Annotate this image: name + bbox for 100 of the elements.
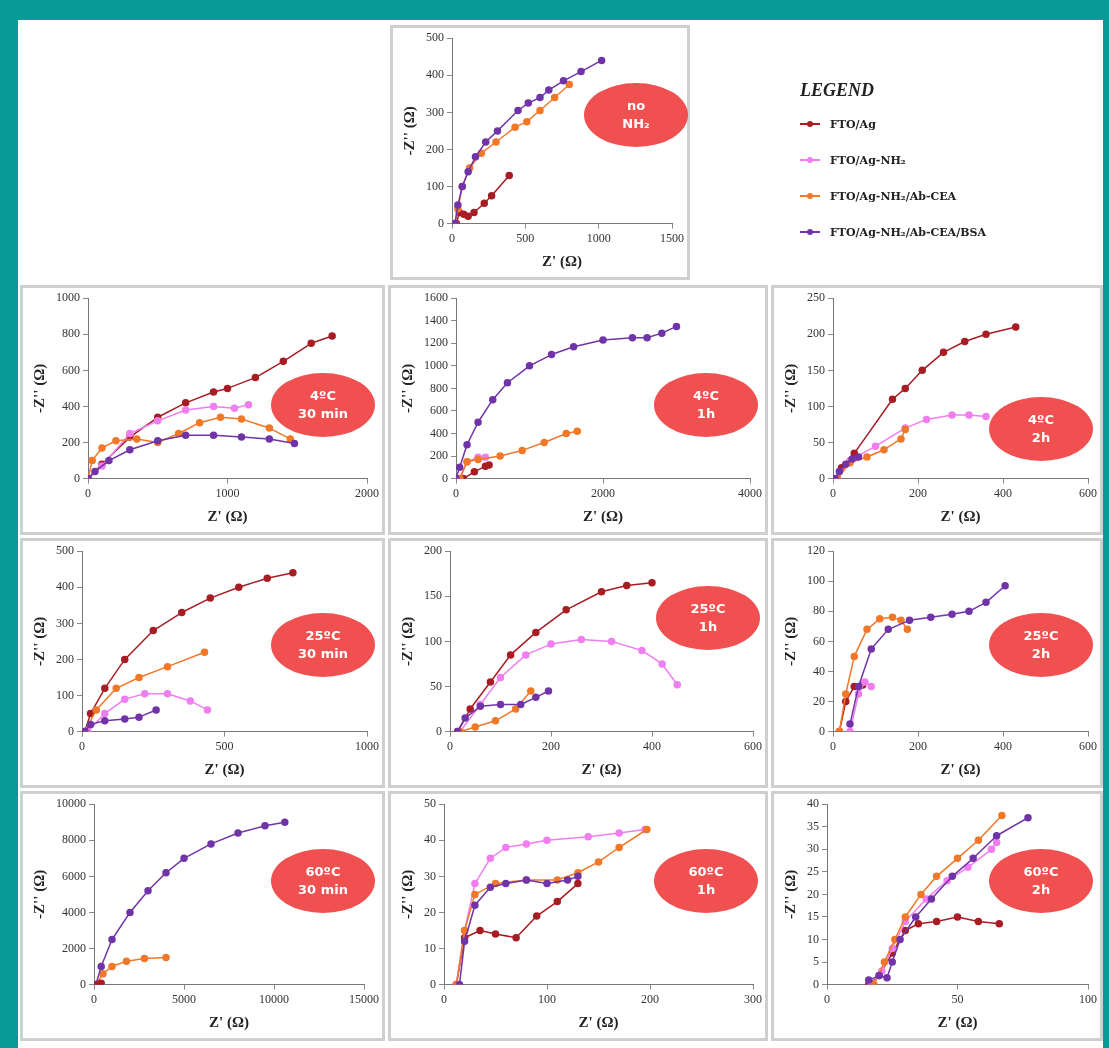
y-tick-label: 30 xyxy=(807,841,819,856)
x-tick-label: 2000 xyxy=(591,485,615,500)
x-tick-label: 100 xyxy=(1079,991,1097,1006)
y-axis-title: -Z'' (Ω) xyxy=(398,363,416,413)
legend-label: FTO/Ag-NH₂/Ab-CEA/BSA xyxy=(830,225,986,239)
y-tick-label: 200 xyxy=(56,651,74,666)
x-tick-label: 2000 xyxy=(355,485,379,500)
y-tick-label: 1000 xyxy=(56,290,80,305)
annotation: 25ºC xyxy=(305,627,341,645)
y-tick-label: 0 xyxy=(819,723,825,738)
x-tick-label: 400 xyxy=(994,738,1012,753)
y-tick-label: 2000 xyxy=(62,940,86,955)
annotation: 30 min xyxy=(298,645,348,663)
x-axis-title: Z' (Ω) xyxy=(937,1013,978,1031)
y-tick-label: 1600 xyxy=(424,290,448,305)
x-tick-label: 600 xyxy=(744,738,762,753)
x-axis-title: Z' (Ω) xyxy=(204,760,245,778)
y-tick-label: 15 xyxy=(807,909,819,924)
legend-label: FTO/Ag-NH₂ xyxy=(830,153,906,167)
x-tick-label: 400 xyxy=(994,485,1012,500)
y-tick-label: 0 xyxy=(80,976,86,991)
x-tick-label: 500 xyxy=(516,230,535,245)
y-axis-title: -Z'' (Ω) xyxy=(30,616,48,666)
x-tick-label: 15000 xyxy=(349,991,379,1006)
annotation: 25ºC xyxy=(1023,627,1059,645)
y-tick-label: 100 xyxy=(426,178,444,193)
y-axis-title: -Z'' (Ω) xyxy=(400,106,418,156)
x-tick-label: 200 xyxy=(542,738,560,753)
annotation: 2h xyxy=(1031,429,1051,447)
y-tick-label: 200 xyxy=(430,448,448,463)
annotation: 2h xyxy=(1031,645,1051,663)
x-axis-title: Z' (Ω) xyxy=(209,1013,249,1031)
annotation: 60ºC xyxy=(688,863,724,881)
x-axis-title: Z' (Ω) xyxy=(207,507,248,525)
y-tick-label: 40 xyxy=(813,663,825,678)
x-tick-label: 300 xyxy=(744,991,762,1006)
x-tick-label: 0 xyxy=(830,738,836,753)
annotation: 2h xyxy=(1031,881,1051,899)
y-tick-label: 20 xyxy=(424,904,436,919)
y-tick-label: 400 xyxy=(56,579,74,594)
y-axis-title: -Z'' (Ω) xyxy=(398,869,416,919)
y-tick-label: 35 xyxy=(807,818,819,833)
y-tick-label: 200 xyxy=(426,141,444,156)
y-tick-label: 120 xyxy=(807,543,825,558)
y-tick-label: 10 xyxy=(424,940,436,955)
annotation: 1h xyxy=(696,881,716,899)
y-tick-label: 100 xyxy=(807,398,825,413)
legend-title: LEGEND xyxy=(800,80,875,101)
y-tick-label: 0 xyxy=(442,470,448,485)
annotation: 25ºC xyxy=(690,600,726,618)
y-tick-label: 6000 xyxy=(62,868,86,883)
y-tick-label: 0 xyxy=(430,976,436,991)
y-tick-label: 600 xyxy=(430,403,448,418)
y-tick-label: 50 xyxy=(430,678,442,693)
legend-label: FTO/Ag xyxy=(830,117,876,131)
y-axis-title: -Z'' (Ω) xyxy=(781,616,799,666)
y-tick-label: 400 xyxy=(426,67,444,82)
x-tick-label: 600 xyxy=(1079,738,1097,753)
x-tick-label: 600 xyxy=(1079,485,1097,500)
x-tick-label: 1000 xyxy=(215,485,240,500)
annotation: 60ºC xyxy=(305,863,341,881)
y-tick-label: 150 xyxy=(424,588,442,603)
x-axis-title: Z' (Ω) xyxy=(542,252,582,270)
y-tick-label: 200 xyxy=(424,543,442,558)
y-tick-label: 10 xyxy=(807,931,819,946)
annotation: 4ºC xyxy=(693,387,719,405)
y-tick-label: 30 xyxy=(424,868,436,883)
y-tick-label: 100 xyxy=(424,633,442,648)
y-axis-title: -Z'' (Ω) xyxy=(398,616,416,666)
y-tick-label: 4000 xyxy=(62,904,86,919)
y-tick-label: 0 xyxy=(813,976,819,991)
annotation: 1h xyxy=(698,618,718,636)
x-tick-label: 5000 xyxy=(172,991,196,1006)
annotation: 60ºC xyxy=(1023,863,1059,881)
y-tick-label: 25 xyxy=(807,864,819,879)
y-tick-label: 0 xyxy=(438,215,444,230)
y-axis-title: -Z'' (Ω) xyxy=(781,363,799,413)
y-tick-label: 400 xyxy=(430,425,448,440)
x-tick-label: 200 xyxy=(909,738,927,753)
y-tick-label: 1400 xyxy=(424,312,448,327)
y-tick-label: 100 xyxy=(56,687,74,702)
x-tick-label: 4000 xyxy=(738,485,762,500)
y-tick-label: 300 xyxy=(56,615,74,630)
y-tick-label: 200 xyxy=(807,326,825,341)
annotation: 4ºC xyxy=(310,387,336,405)
y-axis-title: -Z'' (Ω) xyxy=(30,869,48,919)
x-tick-label: 100 xyxy=(538,991,556,1006)
y-tick-label: 20 xyxy=(813,693,825,708)
y-tick-label: 800 xyxy=(62,326,80,341)
x-axis-title: Z' (Ω) xyxy=(583,507,623,525)
x-tick-label: 200 xyxy=(641,991,659,1006)
x-axis-title: Z' (Ω) xyxy=(940,760,981,778)
y-tick-label: 20 xyxy=(807,886,819,901)
y-tick-label: 0 xyxy=(68,723,74,738)
x-tick-label: 200 xyxy=(909,485,927,500)
y-tick-label: 300 xyxy=(426,104,444,119)
y-tick-label: 400 xyxy=(62,398,80,413)
x-tick-label: 1000 xyxy=(586,230,611,245)
x-axis-title: Z' (Ω) xyxy=(581,760,622,778)
x-axis-title: Z' (Ω) xyxy=(940,507,981,525)
